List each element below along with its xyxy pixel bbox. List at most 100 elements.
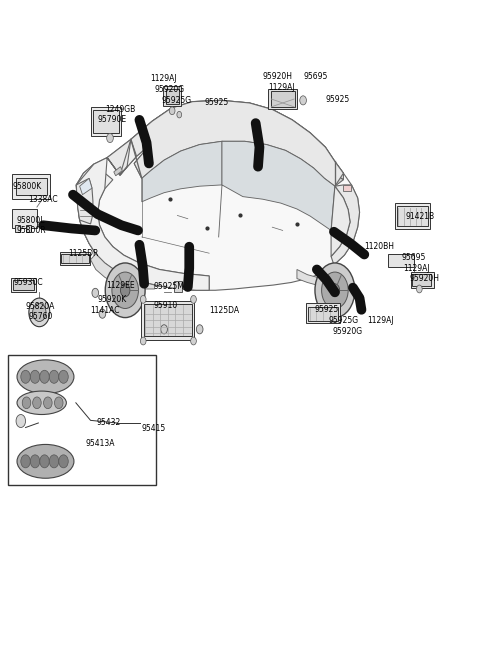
Circle shape — [29, 298, 50, 327]
Circle shape — [30, 455, 40, 468]
Text: 95920H: 95920H — [263, 72, 293, 81]
Text: 95920H: 95920H — [410, 274, 440, 283]
Text: 1125DR: 1125DR — [68, 249, 98, 258]
Text: 95925M: 95925M — [154, 282, 184, 291]
Circle shape — [55, 397, 63, 409]
Bar — [14, 225, 20, 232]
Polygon shape — [142, 141, 222, 202]
Circle shape — [59, 455, 68, 468]
Bar — [13, 280, 34, 290]
Text: 1129AJ: 1129AJ — [367, 316, 394, 325]
Bar — [412, 274, 431, 286]
Text: 95695: 95695 — [401, 253, 426, 262]
Circle shape — [169, 107, 175, 115]
Polygon shape — [76, 139, 209, 290]
Text: 95925: 95925 — [325, 94, 349, 104]
Bar — [268, 89, 297, 110]
Circle shape — [191, 295, 196, 303]
Text: 91421B: 91421B — [405, 212, 434, 220]
Polygon shape — [134, 121, 343, 186]
Text: 95415: 95415 — [141, 424, 166, 433]
Circle shape — [113, 120, 120, 131]
Bar — [271, 91, 295, 107]
Polygon shape — [222, 141, 335, 230]
Bar — [141, 300, 194, 340]
Bar — [395, 203, 430, 229]
Bar — [397, 207, 428, 226]
Text: 95820A: 95820A — [25, 302, 55, 311]
Bar — [25, 225, 31, 232]
Polygon shape — [297, 270, 354, 290]
Text: 1129EE: 1129EE — [106, 281, 135, 289]
Text: 95925G: 95925G — [162, 96, 192, 106]
Circle shape — [30, 370, 40, 383]
Circle shape — [21, 370, 30, 383]
Circle shape — [105, 263, 145, 318]
Bar — [15, 178, 47, 195]
Bar — [12, 278, 36, 292]
Bar — [12, 174, 50, 199]
Text: 95925: 95925 — [314, 304, 338, 314]
Text: 95695: 95695 — [303, 72, 327, 81]
Circle shape — [49, 370, 59, 383]
Circle shape — [120, 284, 130, 297]
Polygon shape — [114, 167, 122, 176]
Text: 1129AJ: 1129AJ — [150, 74, 177, 83]
Circle shape — [21, 455, 30, 468]
Polygon shape — [80, 178, 92, 195]
Bar — [91, 107, 121, 136]
Polygon shape — [331, 185, 360, 265]
Circle shape — [16, 415, 25, 428]
Text: 95920K: 95920K — [97, 295, 127, 304]
Text: 1249GB: 1249GB — [105, 105, 135, 114]
Text: 95920G: 95920G — [155, 85, 185, 94]
Circle shape — [191, 337, 196, 345]
Circle shape — [161, 325, 168, 334]
Circle shape — [22, 397, 31, 409]
Polygon shape — [76, 178, 93, 224]
Bar — [60, 252, 90, 265]
Text: 95790E: 95790E — [97, 115, 127, 125]
Ellipse shape — [17, 391, 66, 415]
Text: 95925G: 95925G — [328, 316, 359, 325]
Ellipse shape — [17, 444, 74, 478]
Text: 1120BH: 1120BH — [364, 241, 394, 251]
Polygon shape — [76, 100, 360, 290]
Polygon shape — [107, 100, 343, 180]
Text: 1129AJ: 1129AJ — [403, 264, 429, 273]
Text: 1141AC: 1141AC — [91, 306, 120, 315]
Circle shape — [315, 263, 355, 318]
Bar — [61, 255, 89, 263]
Circle shape — [417, 285, 422, 293]
Bar — [411, 272, 433, 288]
Circle shape — [92, 289, 98, 297]
Text: 95760: 95760 — [29, 312, 53, 321]
Circle shape — [112, 272, 138, 308]
Circle shape — [322, 272, 348, 308]
Bar — [308, 306, 338, 321]
Circle shape — [107, 134, 113, 142]
Text: 95413A: 95413A — [86, 440, 115, 448]
Polygon shape — [331, 186, 350, 256]
Circle shape — [33, 397, 41, 409]
Text: 1125DA: 1125DA — [210, 306, 240, 315]
Bar — [163, 86, 181, 106]
Circle shape — [49, 455, 59, 468]
Polygon shape — [91, 254, 155, 289]
Text: 95800K: 95800K — [12, 182, 41, 191]
Bar — [9, 356, 156, 485]
Bar — [388, 254, 414, 267]
Bar — [93, 110, 119, 133]
Circle shape — [196, 325, 203, 334]
Text: 95800R: 95800R — [16, 226, 46, 235]
Ellipse shape — [17, 360, 74, 394]
Circle shape — [44, 397, 52, 409]
Text: 95910: 95910 — [154, 300, 178, 310]
Polygon shape — [76, 164, 209, 290]
Text: 95920G: 95920G — [333, 327, 363, 337]
Circle shape — [300, 96, 306, 105]
Text: 1129AJ: 1129AJ — [268, 83, 295, 92]
Text: 95925: 95925 — [204, 98, 228, 107]
Circle shape — [177, 112, 181, 118]
Bar — [166, 89, 179, 104]
